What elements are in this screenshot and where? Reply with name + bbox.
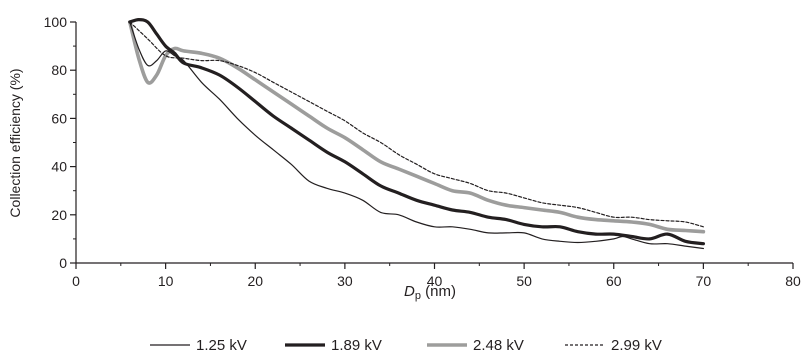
x-tick-label: 10	[158, 273, 174, 289]
x-tick-label: 40	[427, 273, 443, 289]
y-tick-label: 80	[51, 62, 67, 78]
legend-label: 2.99 kV	[611, 337, 662, 354]
legend-label: 2.48 kV	[473, 337, 524, 354]
series-line-1-89-kv	[128, 18, 705, 246]
x-tick-label: 20	[247, 273, 263, 289]
y-tick-label: 0	[59, 255, 67, 271]
y-tick-label: 20	[51, 207, 67, 223]
series-line-2-99-kv	[129, 21, 704, 228]
x-axis-label: Dp (nm)	[404, 283, 456, 302]
x-tick-label: 50	[516, 273, 532, 289]
y-tick-label: 100	[44, 14, 68, 30]
x-axis: 0 10 20 30 40 50 60 70 80	[72, 262, 801, 289]
legend-label: 1.25 kV	[196, 337, 247, 354]
x-tick-label: 30	[337, 273, 353, 289]
legend: 1.25 kV 1.89 kV 2.48 kV 2.99 kV	[150, 337, 662, 354]
x-tick-label: 70	[696, 273, 712, 289]
y-tick-label: 60	[51, 110, 67, 126]
y-axis-label: Collection efficiency (%)	[7, 68, 23, 217]
x-tick-label: 0	[72, 273, 80, 289]
x-tick-label: 80	[785, 273, 801, 289]
y-tick-label: 40	[51, 159, 67, 175]
y-axis: 0 20 40 60 80 100	[44, 14, 77, 271]
series-line-2-48-kv	[128, 20, 706, 234]
plot-lines	[128, 18, 706, 250]
legend-label: 1.89 kV	[331, 337, 382, 354]
series-line-1-25-kv	[129, 21, 704, 250]
x-tick-label: 60	[606, 273, 622, 289]
